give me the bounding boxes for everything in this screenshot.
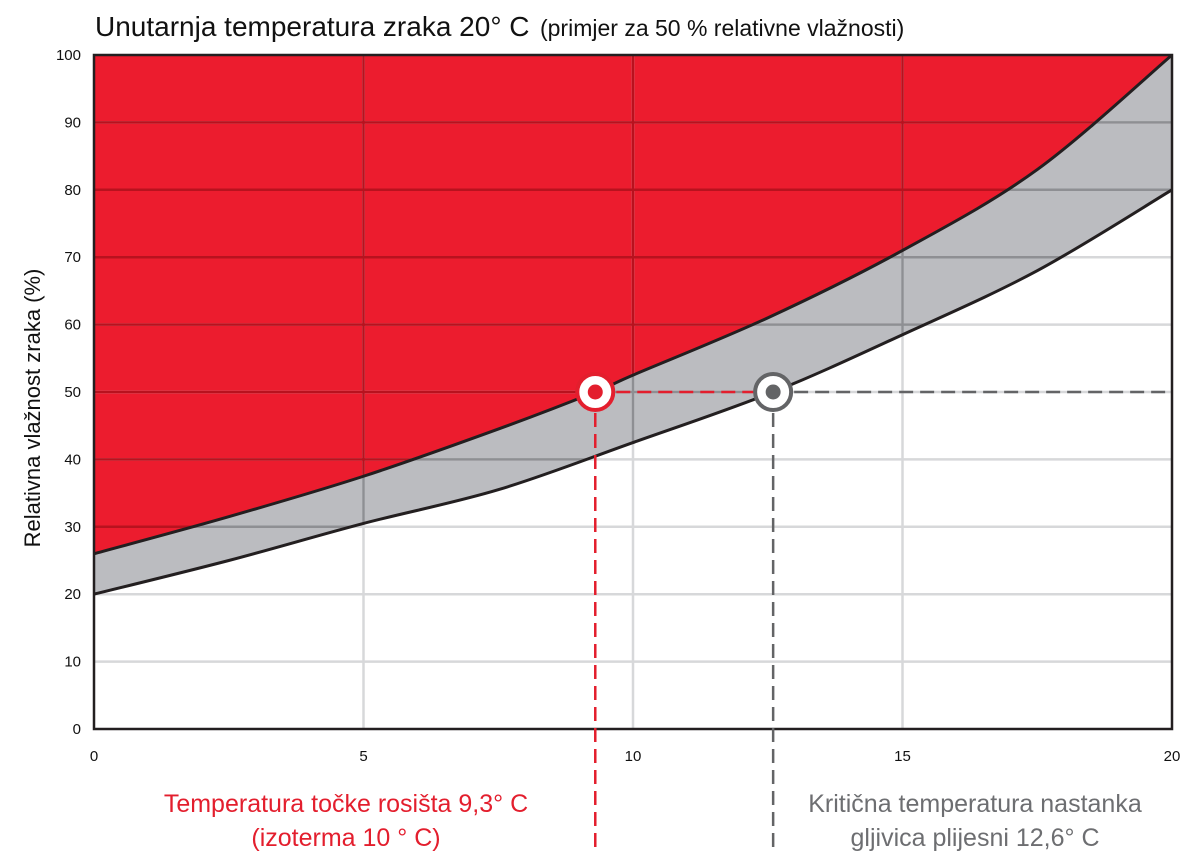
- dew-point-annotation: Temperatura točke rosišta 9,3° C (izoterm…: [164, 790, 528, 852]
- annotation-line: Temperatura točke rosišta 9,3° C: [164, 790, 528, 818]
- x-tick-label: 5: [359, 748, 367, 765]
- plot-area: 0 10 20 30 40 50 60 70 80 90 100 0 5 10 15 20 Temperatur…: [56, 47, 1180, 852]
- y-tick-label: 20: [64, 586, 81, 603]
- x-tick-label: 0: [90, 748, 98, 765]
- x-tick-label: 15: [894, 748, 911, 765]
- chart-title: Unutarnja temperatura zraka 20° C (primj…: [95, 11, 904, 42]
- annotation-line: (izoterma 10 ° C): [251, 824, 440, 852]
- mould-marker-dot: [765, 384, 781, 400]
- dew-point-marker-dot: [587, 384, 603, 400]
- annotation-line: gljivica plijesni 12,6° C: [851, 824, 1100, 852]
- y-tick-label: 50: [64, 384, 81, 401]
- mould-annotation: Kritična temperatura nastanka gljivica pl…: [808, 790, 1142, 852]
- mould-zone: [94, 55, 1172, 595]
- y-tick-label: 10: [64, 654, 81, 671]
- x-tick-label: 10: [625, 748, 642, 765]
- y-tick-label: 0: [73, 721, 81, 738]
- y-tick-label: 80: [64, 182, 81, 199]
- y-tick-label: 40: [64, 451, 81, 468]
- plot-frame: [92, 53, 1174, 731]
- y-tick-label: 70: [64, 249, 81, 266]
- y-axis-label: Relativna vlažnost zraka (%): [20, 269, 45, 548]
- dew-point-boundary-line: [93, 53, 1173, 556]
- y-tick-label: 100: [56, 47, 81, 64]
- mould-boundary-line: [93, 188, 1173, 596]
- y-tick-label: 90: [64, 114, 81, 131]
- x-tick-label: 20: [1164, 748, 1181, 765]
- chart-title-sub: (primjer za 50 % relativne vlažnosti): [540, 15, 904, 41]
- chart-title-main: Unutarnja temperatura zraka 20° C: [95, 11, 530, 42]
- annotation-line: Kritična temperatura nastanka: [808, 790, 1142, 818]
- y-tick-label: 60: [64, 317, 81, 334]
- y-tick-label: 30: [64, 519, 81, 536]
